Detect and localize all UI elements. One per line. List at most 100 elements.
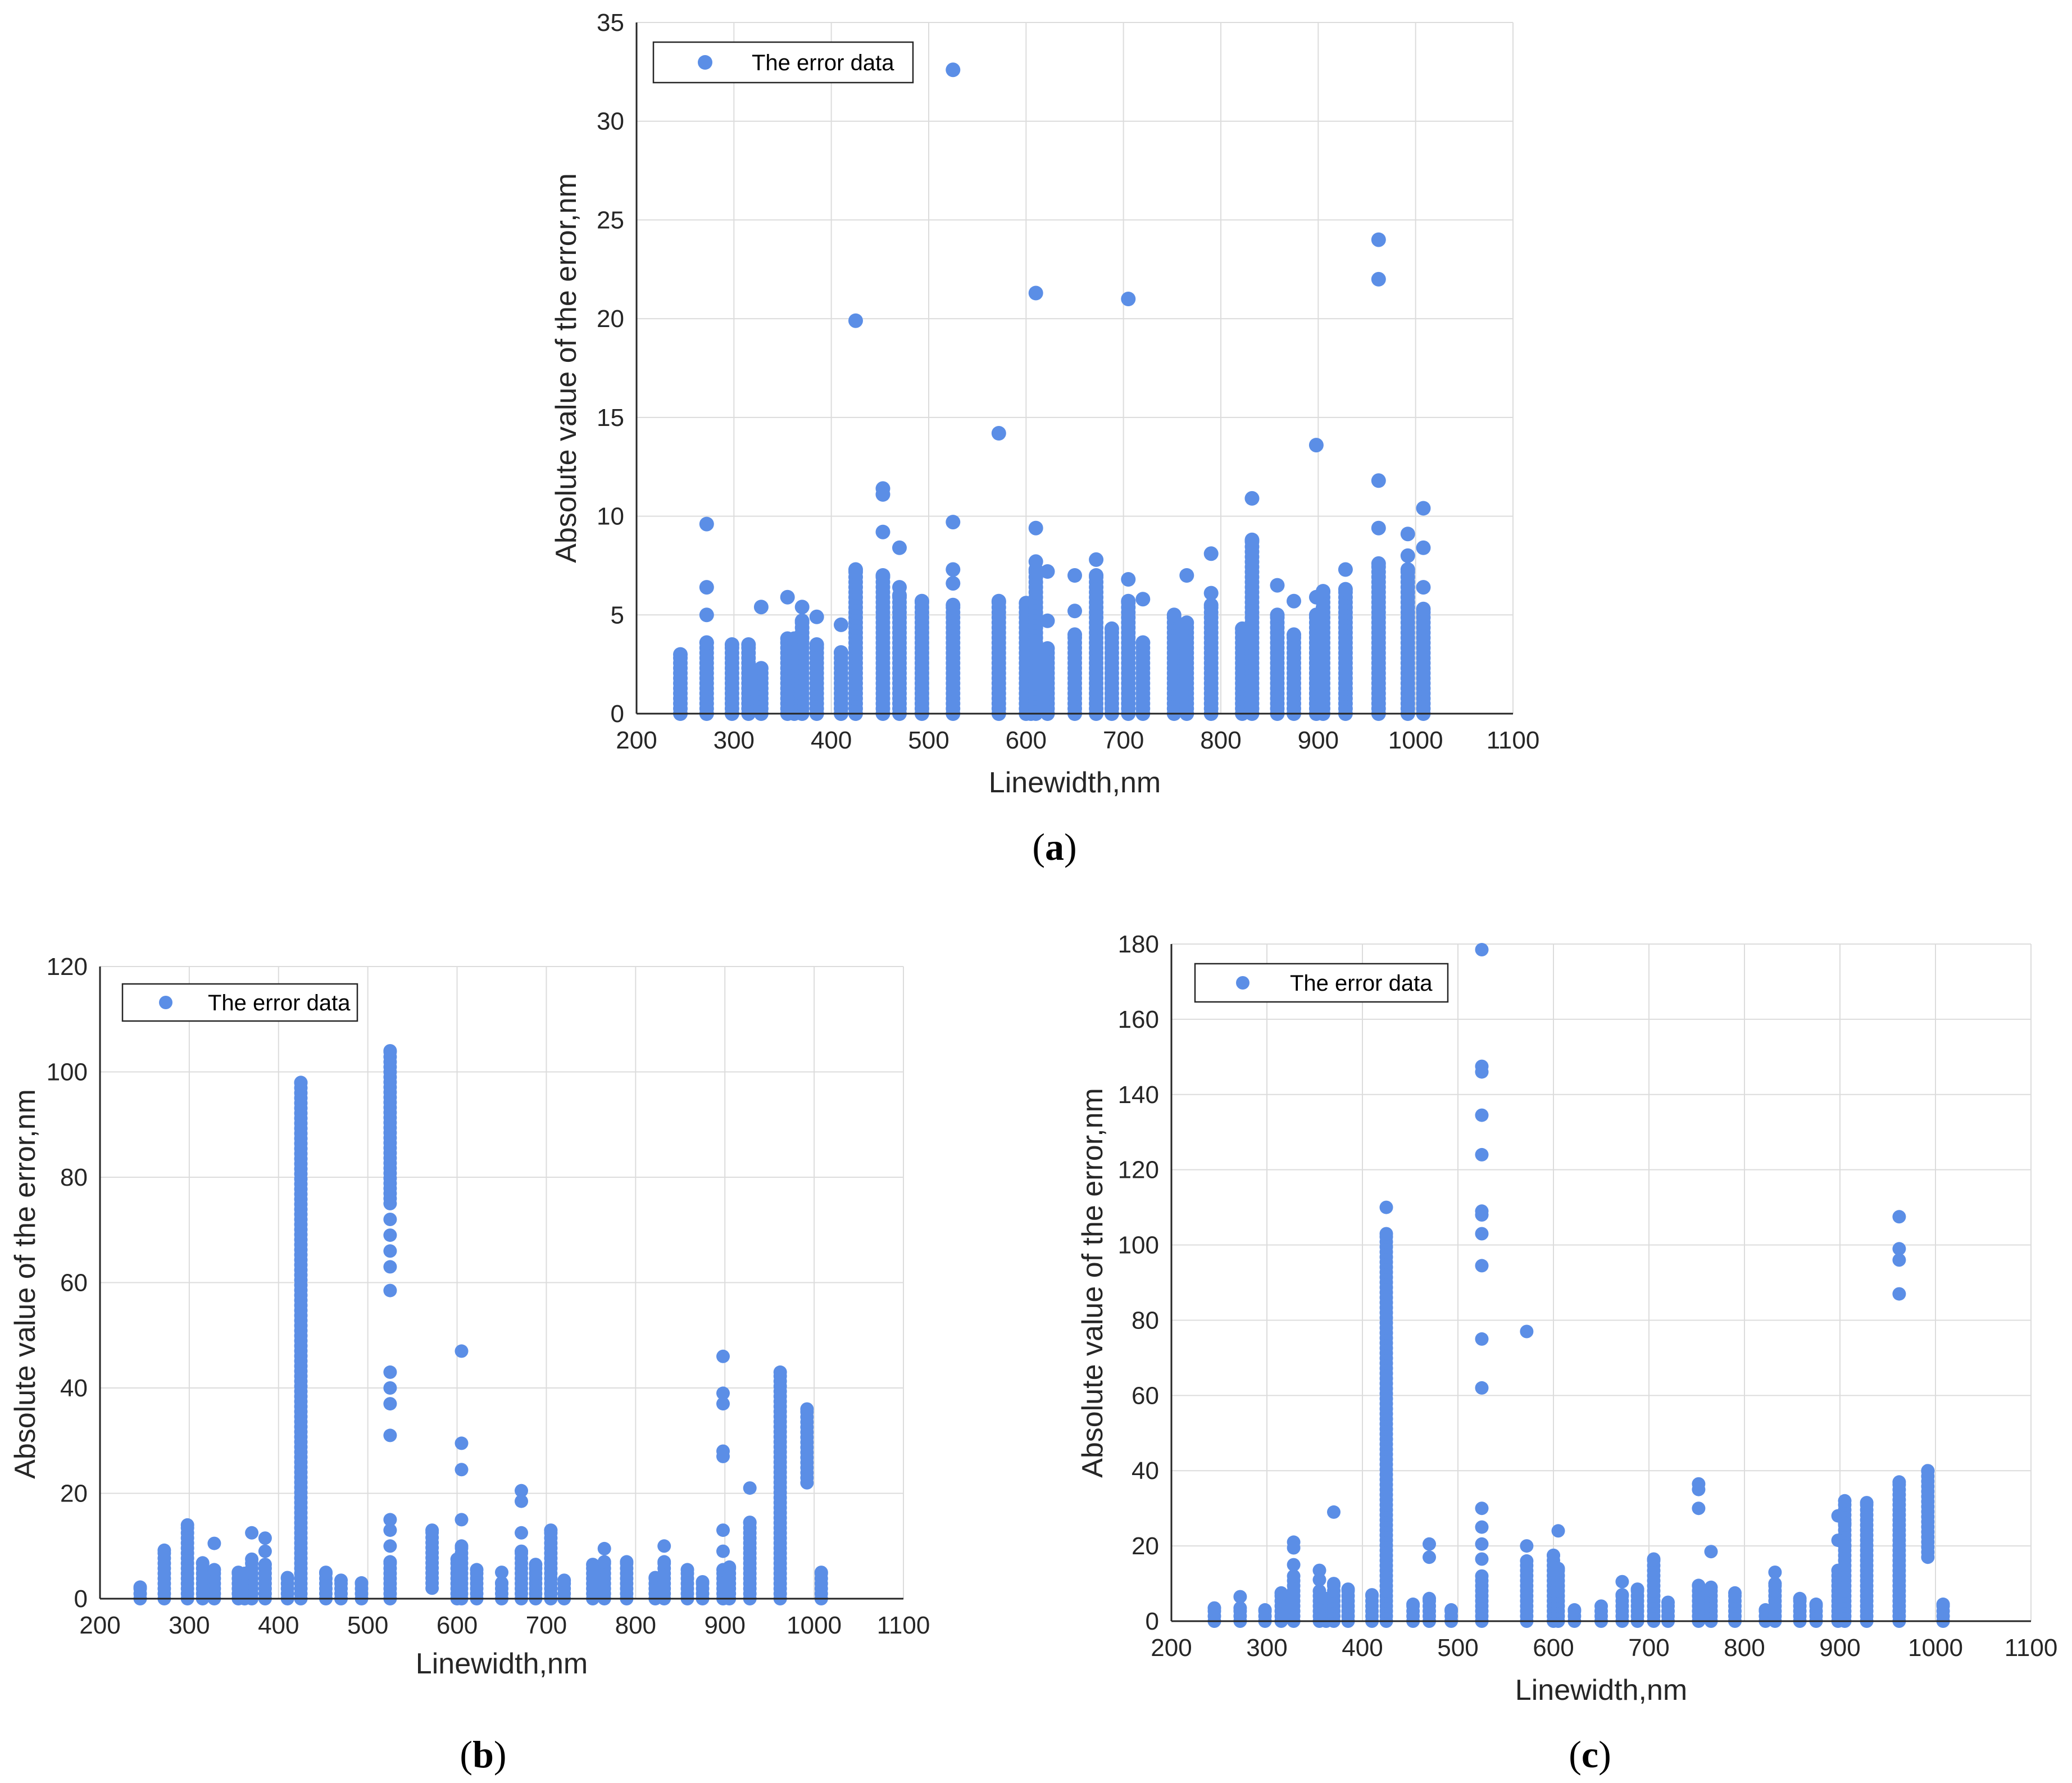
x-tick-label: 1100 xyxy=(2005,1634,2058,1662)
data-point xyxy=(515,1526,528,1540)
data-point xyxy=(1692,1501,1706,1516)
data-point xyxy=(1921,1464,1935,1478)
x-tick-labels-b: 200 300 400 500 600 700 800 900 1000 1100 xyxy=(79,1612,930,1639)
data-point xyxy=(620,1555,634,1569)
data-point xyxy=(716,1544,730,1558)
data-point xyxy=(699,580,714,595)
data-point xyxy=(699,607,714,623)
data-point xyxy=(455,1463,469,1477)
x-tick-label: 500 xyxy=(1437,1634,1478,1662)
data-point xyxy=(1270,607,1285,623)
data-point xyxy=(383,1381,397,1395)
x-tick-label: 1000 xyxy=(1908,1634,1963,1662)
legend-a: The error data xyxy=(652,41,914,84)
data-point xyxy=(1475,1537,1489,1551)
data-point xyxy=(1647,1552,1661,1566)
caption-c: (c) xyxy=(1569,1733,1611,1776)
legend-label-a: The error data xyxy=(752,51,894,75)
panel-c: 200 300 400 500 600 700 800 900 1000 1100 0 20 40 60… xyxy=(1076,931,2057,1776)
data-point xyxy=(834,645,848,660)
x-tick-labels-c: 200 300 400 500 600 700 800 900 1000 1100 xyxy=(1151,1634,2057,1662)
data-point xyxy=(245,1552,259,1566)
y-tick-label: 120 xyxy=(47,953,88,981)
data-point xyxy=(716,1349,730,1363)
x-tick-label: 1000 xyxy=(1388,727,1443,754)
data-point xyxy=(892,540,907,555)
x-tick-label: 700 xyxy=(1628,1634,1669,1662)
y-tick-label: 140 xyxy=(1118,1081,1159,1109)
y-tick-label: 100 xyxy=(47,1059,88,1086)
data-point xyxy=(1312,1573,1326,1587)
data-point xyxy=(280,1571,294,1585)
data-point xyxy=(1121,292,1136,306)
data-point xyxy=(529,1558,543,1572)
y-tick-label: 30 xyxy=(597,108,624,135)
caption-a: (a) xyxy=(1032,825,1076,868)
data-point xyxy=(383,1228,397,1242)
x-tick-label: 900 xyxy=(1819,1634,1860,1662)
x-tick-label: 400 xyxy=(258,1612,299,1639)
data-point xyxy=(383,1044,397,1058)
plot-area-c xyxy=(1171,944,2031,1621)
data-point xyxy=(794,613,810,628)
data-point xyxy=(1400,548,1415,563)
data-point xyxy=(1067,627,1082,642)
data-point xyxy=(753,661,769,676)
data-point xyxy=(743,1481,757,1495)
data-point xyxy=(1406,1597,1420,1611)
panel-b: 200 300 400 500 600 700 800 900 1000 1100 0 20 40 60… xyxy=(9,953,930,1776)
y-tick-label: 25 xyxy=(597,206,624,234)
data-point xyxy=(1892,1242,1906,1256)
data-point xyxy=(1179,615,1194,630)
x-tick-label: 600 xyxy=(437,1612,478,1639)
data-point xyxy=(724,637,739,652)
y-tick-label: 15 xyxy=(597,404,624,432)
y-tick-labels-b: 0 20 40 60 80 100 120 xyxy=(47,953,88,1613)
data-point xyxy=(716,1523,730,1537)
y-tick-label: 0 xyxy=(1146,1608,1159,1635)
data-point xyxy=(946,576,961,591)
data-point xyxy=(1121,593,1136,609)
data-point xyxy=(180,1518,194,1532)
data-point xyxy=(991,593,1006,609)
data-point xyxy=(892,580,907,595)
data-point xyxy=(1475,1108,1489,1122)
data-point xyxy=(1475,1569,1489,1583)
x-axis-label-b: Linewidth,nm xyxy=(416,1648,588,1680)
legend-marker-c xyxy=(1236,976,1249,990)
data-point xyxy=(794,600,810,615)
data-point xyxy=(294,1076,308,1090)
data-point xyxy=(1203,546,1219,561)
data-point xyxy=(1287,1541,1301,1555)
data-point xyxy=(1416,501,1431,516)
data-point xyxy=(657,1555,671,1569)
data-point xyxy=(1121,572,1136,587)
data-point xyxy=(1400,527,1415,542)
data-point xyxy=(1551,1524,1565,1538)
data-point xyxy=(455,1344,469,1358)
data-point xyxy=(1892,1210,1906,1224)
data-point xyxy=(1704,1580,1718,1594)
y-axis-label-c: Absolute value of the error,nm xyxy=(1076,1088,1109,1478)
data-point xyxy=(1371,271,1386,287)
data-point xyxy=(258,1558,272,1572)
x-tick-label: 1000 xyxy=(787,1612,842,1639)
legend-label-b: The error data xyxy=(208,991,351,1015)
x-tick-label: 600 xyxy=(1533,1634,1574,1662)
data-point xyxy=(207,1563,221,1577)
data-point xyxy=(1475,1227,1489,1241)
data-point xyxy=(1089,552,1104,567)
y-tick-label: 160 xyxy=(1118,1006,1159,1033)
x-tick-labels-a: 200 300 400 500 600 700 800 900 1000 1100 xyxy=(616,727,1539,754)
x-tick-label: 800 xyxy=(1200,727,1241,754)
data-point xyxy=(848,313,863,328)
data-point xyxy=(699,516,714,532)
x-tick-label: 500 xyxy=(347,1612,388,1639)
data-point xyxy=(455,1539,469,1553)
data-point xyxy=(1312,1563,1326,1577)
data-point xyxy=(1371,520,1386,536)
data-point xyxy=(1661,1595,1675,1609)
data-points-c xyxy=(1207,943,1950,1628)
data-point xyxy=(383,1365,397,1379)
